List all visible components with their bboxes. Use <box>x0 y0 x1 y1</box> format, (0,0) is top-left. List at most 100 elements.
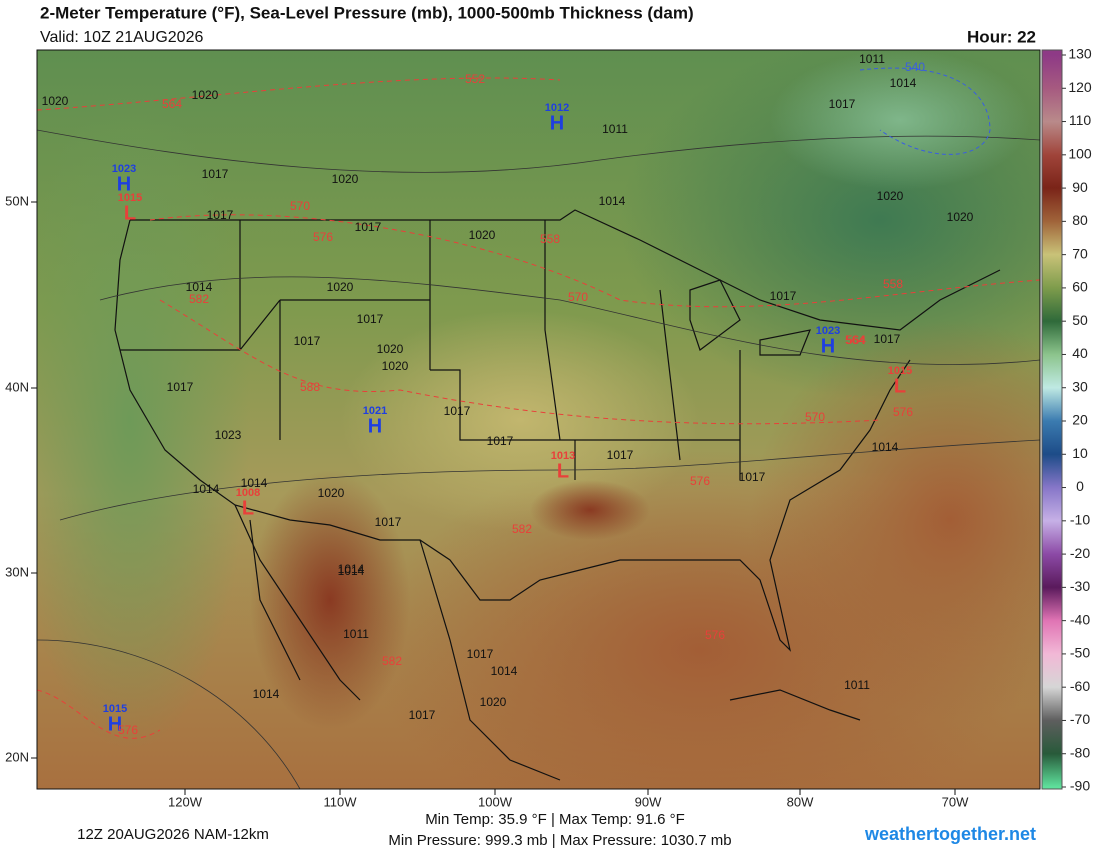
isobar-label: 1017 <box>770 289 797 303</box>
pressure-center-letter: H <box>108 713 122 735</box>
thickness-label: 588 <box>300 380 320 394</box>
lat-label: 30N <box>5 564 29 579</box>
ocean-region <box>37 90 250 750</box>
isobar-label: 1011 <box>602 122 628 136</box>
coastline <box>419 539 561 781</box>
colorbar-tick-label: -30 <box>1070 578 1090 594</box>
isobar-label: 1011 <box>859 52 885 66</box>
coastline <box>249 519 301 681</box>
thickness-label: 540 <box>905 60 925 74</box>
forecast-hour: Hour: 22 <box>967 27 1036 46</box>
thickness-line <box>149 214 1040 308</box>
lon-label: 80W <box>787 794 814 809</box>
thickness-label: 570 <box>568 290 588 304</box>
thickness-label: 564 <box>846 333 866 347</box>
pressure-center-letter: H <box>821 335 835 357</box>
lon-label: 120W <box>168 794 203 809</box>
isobar <box>59 439 1040 521</box>
isobar-label: 1017 <box>487 434 514 448</box>
thickness-label: 576 <box>118 723 138 737</box>
pressure-center-value: 1008 <box>236 487 260 499</box>
colorbar-tick-label: 120 <box>1068 79 1092 95</box>
warm-region <box>750 320 1040 720</box>
colorbar-tick-label: -10 <box>1070 512 1090 528</box>
isobar-label: 1017 <box>357 312 384 326</box>
isobar-label: 1020 <box>318 486 345 500</box>
lat-label: 40N <box>5 379 29 394</box>
isobar-label: 1020 <box>327 280 354 294</box>
isobar-label: 1017 <box>739 470 766 484</box>
colorbar-tick-label: -80 <box>1070 744 1090 760</box>
valid-time: Valid: 10Z 21AUG2026 <box>40 29 203 46</box>
thickness-label: 558 <box>540 232 560 246</box>
coastline <box>114 219 911 652</box>
colorbar-tick-label: 10 <box>1072 445 1088 461</box>
warm-region <box>530 480 650 540</box>
colorbar-tick-label: -50 <box>1070 645 1090 661</box>
isobar-label: 1017 <box>874 332 901 346</box>
isobar-label: 1014 <box>890 76 917 90</box>
pressure-center-value: 1021 <box>363 405 387 417</box>
pressure-center-value: 1013 <box>551 450 575 462</box>
isobar-label: 1020 <box>377 342 404 356</box>
colorbar-tick-label: -60 <box>1070 678 1090 694</box>
pressure-range: Min Pressure: 999.3 mb | Max Pressure: 1… <box>388 832 731 849</box>
isobar <box>37 639 301 789</box>
pressure-center-value: 1023 <box>112 163 136 175</box>
map-field: 1012H1023H1015L1023H1021H1013L1008L1015L… <box>37 50 1040 789</box>
pressure-center-value: 1023 <box>816 325 840 337</box>
map-frame <box>36 49 1041 790</box>
thickness-label: 582 <box>189 292 209 306</box>
colorbar-tick-label: 80 <box>1072 212 1088 228</box>
thickness-label: 582 <box>382 654 402 668</box>
thickness-label: 564 <box>162 97 182 111</box>
thickness-line <box>37 689 161 739</box>
isobar-label: 1014 <box>599 194 626 208</box>
colorbar-tick-label: 100 <box>1068 146 1092 162</box>
colorbar-tick-label: 60 <box>1072 279 1088 295</box>
lon-label: 90W <box>635 794 662 809</box>
colorbar-tick-label: -90 <box>1070 778 1090 794</box>
thickness-label: 552 <box>465 72 485 86</box>
coastline <box>729 689 861 721</box>
isobar-label: 1014 <box>186 280 213 294</box>
colorbar-tick-label: 110 <box>1069 112 1092 128</box>
pressure-center-value: 1015 <box>118 192 142 204</box>
isobar-label: 1014 <box>193 482 220 496</box>
colorbar-tick-label: 40 <box>1072 345 1088 361</box>
isobar-label: 1020 <box>877 189 904 203</box>
thickness-contours <box>37 77 1040 739</box>
lat-label: 20N <box>5 749 29 764</box>
thickness-label: 576 <box>705 628 725 642</box>
pressure-center-letter: H <box>368 415 382 437</box>
colorbar-tick-label: -70 <box>1070 711 1090 727</box>
isobar-label: 1014 <box>253 687 280 701</box>
isobar-label: 1014 <box>491 664 518 678</box>
isobar-label: 1017 <box>202 167 229 181</box>
isobar-label: 1014 <box>338 564 365 578</box>
pressure-center-letter: L <box>894 375 906 397</box>
isobar-label: 1017 <box>167 380 194 394</box>
map-labels: 1012H1023H1015L1023H1021H1013L1008L1015L… <box>42 52 974 737</box>
colorbar-tick-label: -20 <box>1070 545 1090 561</box>
isobar-label: 1014 <box>338 562 365 576</box>
colorbar-tick-label: 50 <box>1072 312 1088 328</box>
pressure-center-letter: L <box>557 460 569 482</box>
thickness-label: 558 <box>883 277 903 291</box>
map-axes: 120W 110W 100W 90W 80W 70W 50N 40N 30N 20N <box>5 193 969 809</box>
colorbar-tick-label: 20 <box>1072 412 1088 428</box>
coastline <box>234 504 361 701</box>
borders <box>114 209 1001 781</box>
isobar <box>99 276 1040 365</box>
isobar-label: 1017 <box>829 97 856 111</box>
temperature-range: Min Temp: 35.9 °F | Max Temp: 91.6 °F <box>425 811 685 828</box>
lon-label: 110W <box>324 794 358 809</box>
model-run: 12Z 20AUG2026 NAM-12km <box>77 826 269 843</box>
isobar-label: 1017 <box>444 404 471 418</box>
isobar <box>37 129 1040 173</box>
isobar-label: 1017 <box>355 220 382 234</box>
colorbar: 1301201101009080706050403020100-10-20-30… <box>1041 46 1092 794</box>
isobar-label: 1020 <box>332 172 359 186</box>
